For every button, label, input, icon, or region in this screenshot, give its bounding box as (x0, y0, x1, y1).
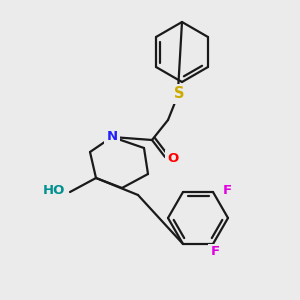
Text: N: N (106, 130, 118, 143)
Text: F: F (210, 245, 220, 259)
Text: F: F (222, 184, 232, 196)
Text: HO: HO (43, 184, 65, 196)
Text: O: O (167, 152, 178, 164)
Text: S: S (174, 86, 184, 101)
